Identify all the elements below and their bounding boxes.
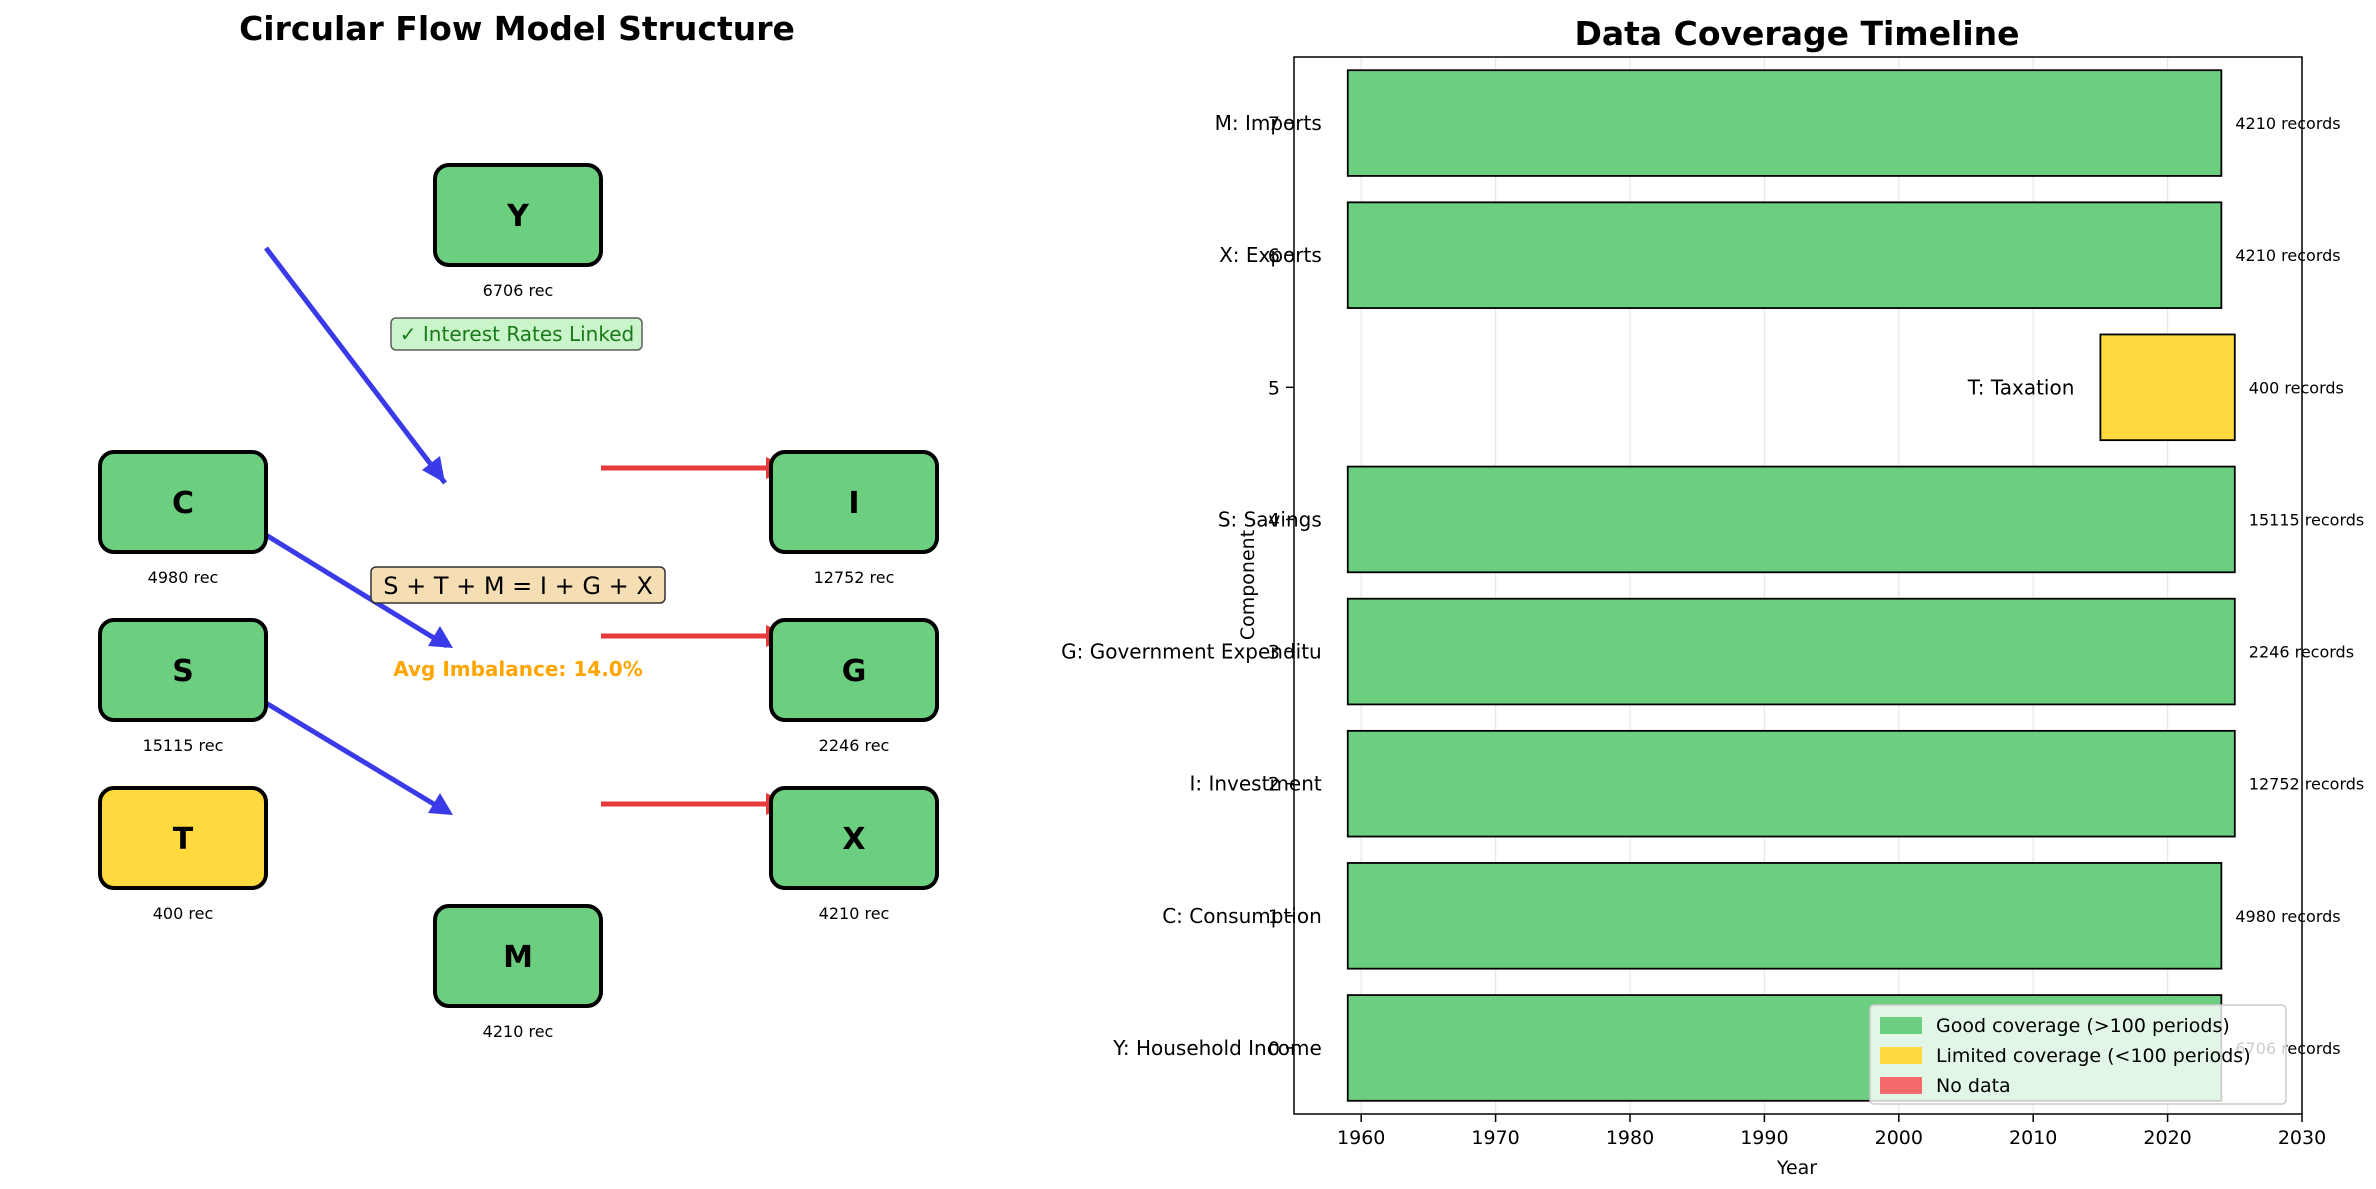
y-tick-label-7: 7 <box>1268 113 1280 135</box>
bar-name-label: T: Taxation <box>1967 375 2075 399</box>
node-label-g: G <box>842 654 867 689</box>
node-records-x: 4210 rec <box>819 904 890 923</box>
legend-swatch <box>1880 1017 1922 1034</box>
y-tick-label-6: 6 <box>1268 245 1280 267</box>
x-tick-label-1990: 1990 <box>1740 1127 1788 1149</box>
bar-name-label: S: Savings <box>1218 507 1322 531</box>
flow-nodes: Y 6706 rec C 4980 rec S 15115 rec T 400 rec I 127… <box>98 163 939 1041</box>
node-box-y <box>433 163 603 267</box>
legend-swatch <box>1880 1077 1922 1094</box>
node-box-x <box>769 786 939 890</box>
x-axis-ticks: 1960 1970 1980 1990 2000 2010 2020 2030 <box>1337 1114 2326 1149</box>
leakage-arrow-c <box>264 532 449 649</box>
coverage-bar <box>1346 201 2223 309</box>
legend-box <box>1869 1004 2287 1105</box>
node-label-c: C <box>172 486 194 521</box>
node-records-g: 2246 rec <box>819 736 890 755</box>
node-label-i: I <box>848 486 859 521</box>
bar-records-label: 400 records <box>2249 378 2344 397</box>
node-box-m <box>433 904 603 1008</box>
legend-swatch <box>1880 1047 1922 1064</box>
node-box-g <box>769 618 939 722</box>
y-axis-label: Component <box>1237 530 1259 640</box>
y-tick-label-4: 4 <box>1268 509 1280 531</box>
x-tick-label-1960: 1960 <box>1337 1127 1385 1149</box>
interest-note: ✓ Interest Rates Linked <box>400 322 634 346</box>
plot-frame <box>1293 56 2303 1115</box>
node-records-i: 12752 rec <box>814 568 895 587</box>
bar-records-label: 12752 records <box>2249 775 2364 794</box>
leakage-arrow-s <box>264 700 449 815</box>
bar-name-label: I: Investment <box>1189 772 1321 796</box>
x-tick-label-1970: 1970 <box>1471 1127 1519 1149</box>
bar-records-label: 4980 records <box>2235 907 2340 926</box>
x-tick-label-2000: 2000 <box>1875 1127 1923 1149</box>
legend-label: No data <box>1936 1075 2011 1097</box>
node-records-y: 6706 rec <box>483 281 554 300</box>
legend-label: Good coverage (>100 periods) <box>1936 1015 2230 1037</box>
leakage-arrowhead-s <box>428 793 453 815</box>
legend-label: Limited coverage (<100 periods) <box>1936 1045 2251 1067</box>
bar-records-label: 15115 records <box>2249 510 2364 529</box>
flow-title: Circular Flow Model Structure <box>239 9 795 48</box>
bar-name-label: G: Government Expenditu <box>1061 640 1322 664</box>
x-axis-label: Year <box>1776 1157 1817 1179</box>
bar-name-label: C: Consumption <box>1162 904 1322 928</box>
x-tick-label-2030: 2030 <box>2278 1127 2326 1149</box>
leakage-arrowhead-c <box>428 626 453 648</box>
coverage-bar <box>1346 597 2236 706</box>
interest-note-box <box>390 317 643 351</box>
node-records-c: 4980 rec <box>148 568 219 587</box>
y-tick-label-2: 2 <box>1268 774 1280 796</box>
imbalance-text: Avg Imbalance: 14.0% <box>393 657 643 681</box>
coverage-bar <box>1346 862 2223 970</box>
node-box-c <box>98 450 268 554</box>
inflow-arrowhead-y <box>422 456 445 483</box>
node-box-s <box>98 618 268 722</box>
bar-name-label: M: Imports <box>1215 111 1322 135</box>
y-axis-ticks: 0 1 2 3 4 5 6 7 <box>1268 113 1294 1060</box>
node-label-s: S <box>172 654 194 689</box>
chart-title: Data Coverage Timeline <box>1574 14 2019 53</box>
node-label-t: T <box>173 822 194 857</box>
node-label-m: M <box>503 940 533 975</box>
bar-name-label: X: Exports <box>1219 243 1322 267</box>
y-tick-label-0: 0 <box>1268 1038 1280 1060</box>
bar-records-label: 4210 records <box>2235 246 2340 265</box>
x-tick-label-2010: 2010 <box>2009 1127 2057 1149</box>
node-box-i <box>769 450 939 554</box>
coverage-bar <box>1346 69 2223 177</box>
x-tick-label-1980: 1980 <box>1606 1127 1654 1149</box>
equation-box <box>370 566 666 604</box>
flow-diagram: Circular Flow Model Structure Y 6706 rec C… <box>98 9 939 1041</box>
x-tick-label-2020: 2020 <box>2143 1127 2191 1149</box>
legend: Good coverage (>100 periods) Limited cove… <box>1869 1004 2287 1105</box>
node-records-s: 15115 rec <box>143 736 224 755</box>
coverage-chart: Data Coverage Timeline Y: Household Inco… <box>1061 14 2364 1179</box>
coverage-bar <box>2099 333 2236 442</box>
node-records-m: 4210 rec <box>483 1022 554 1041</box>
inflow-arrow-y <box>264 246 447 485</box>
node-records-t: 400 rec <box>153 904 214 923</box>
y-tick-label-5: 5 <box>1268 377 1280 399</box>
y-tick-label-1: 1 <box>1268 906 1280 928</box>
node-label-y: Y <box>506 199 530 234</box>
coverage-bar <box>1346 465 2236 574</box>
equation-text: S + T + M = I + G + X <box>383 572 653 600</box>
node-box-t <box>98 786 268 890</box>
y-tick-label-3: 3 <box>1268 642 1280 664</box>
node-label-x: X <box>842 822 865 857</box>
bar-records-label: 4210 records <box>2235 114 2340 133</box>
coverage-bar <box>1346 729 2236 838</box>
